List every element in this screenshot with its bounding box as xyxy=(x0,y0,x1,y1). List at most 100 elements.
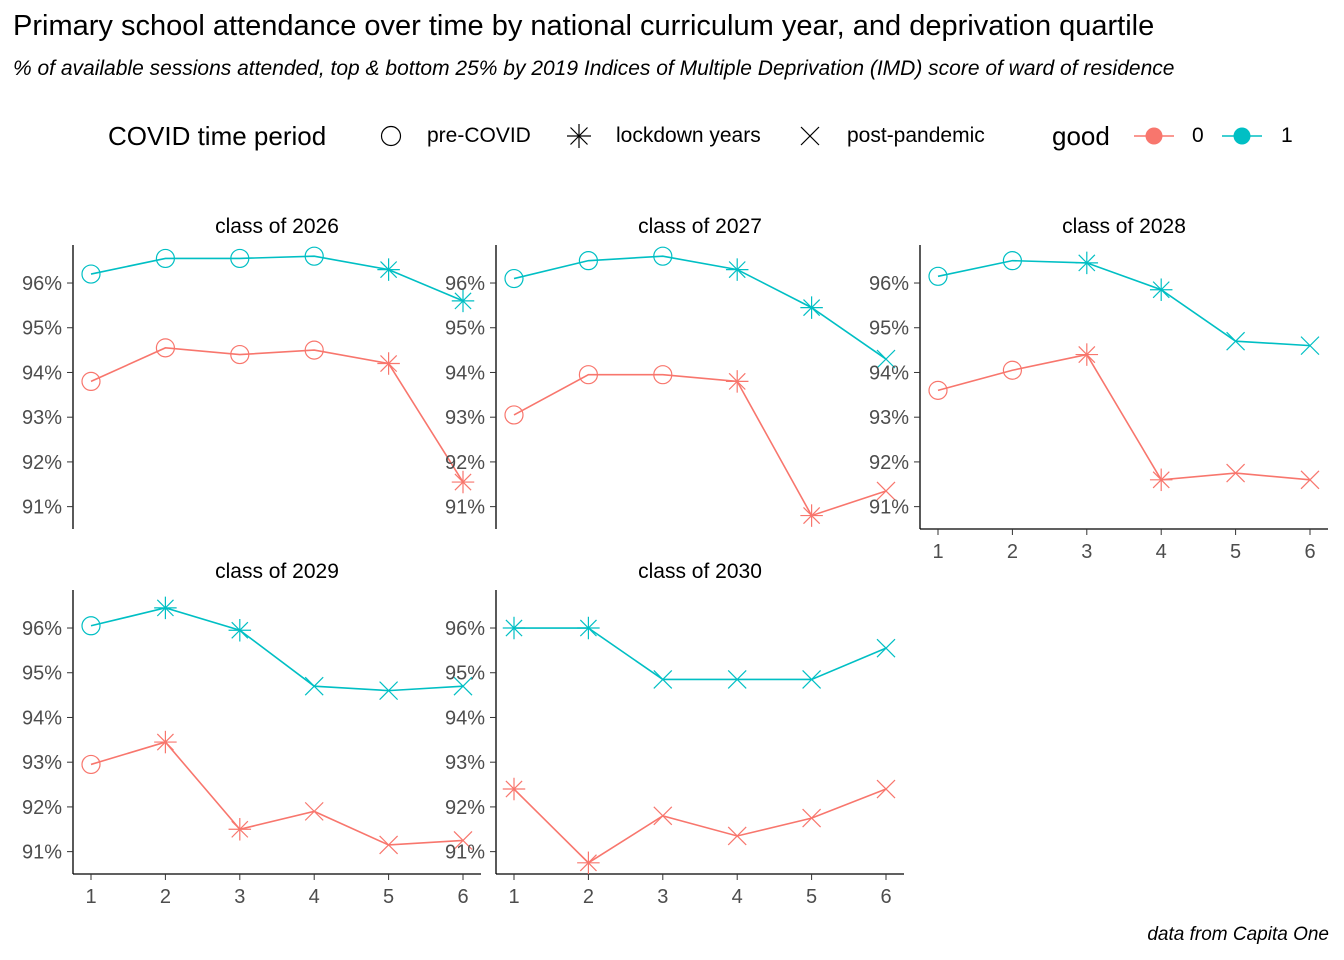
data-point xyxy=(653,246,673,266)
data-point xyxy=(502,616,526,640)
series-good-1 xyxy=(502,616,896,689)
data-point xyxy=(876,349,896,369)
y-tick-label: 92% xyxy=(869,452,909,474)
legend-key-post-pandemic xyxy=(800,126,820,146)
data-point xyxy=(1149,278,1173,301)
data-point xyxy=(653,365,673,385)
data-point xyxy=(1300,336,1320,356)
series-line xyxy=(513,255,887,360)
data-point xyxy=(451,470,475,494)
data-point xyxy=(800,296,823,319)
x-tick-label: 4 xyxy=(309,886,320,908)
data-point xyxy=(800,504,823,527)
chart-subtitle: % of available sessions attended, top & … xyxy=(13,57,1175,80)
y-tick-label: 96% xyxy=(869,273,909,295)
y-tick-label: 96% xyxy=(445,618,485,640)
series-line xyxy=(937,353,1311,481)
x-tick-label: 2 xyxy=(1007,541,1018,563)
data-point xyxy=(1300,470,1320,490)
data-point xyxy=(228,818,252,841)
data-point xyxy=(653,806,673,826)
y-tick-label: 94% xyxy=(445,362,485,384)
chart-caption: data from Capita One xyxy=(1147,924,1329,945)
series-good-0 xyxy=(504,365,896,527)
series-good-0 xyxy=(502,777,896,875)
y-tick-label: 93% xyxy=(445,407,485,429)
legend-color-title: good xyxy=(1052,121,1110,151)
data-point xyxy=(377,258,400,281)
legend-label-post-pandemic: post-pandemic xyxy=(847,124,985,147)
circle-shape-icon xyxy=(380,125,402,147)
data-point xyxy=(453,831,473,850)
series-line xyxy=(937,259,1311,347)
data-point xyxy=(155,248,175,269)
data-point xyxy=(876,638,896,658)
data-point xyxy=(379,681,399,701)
series-good-1 xyxy=(81,246,475,313)
data-point xyxy=(727,670,747,689)
y-tick-label: 95% xyxy=(22,318,62,340)
x-tick-label: 1 xyxy=(932,541,943,563)
data-point xyxy=(155,338,175,358)
x-tick-label: 6 xyxy=(880,886,891,908)
data-point xyxy=(81,754,101,775)
chart-title: Primary school attendance over time by n… xyxy=(13,10,1155,42)
legend-key-lockdown xyxy=(567,124,591,148)
legend-key-good-0 xyxy=(1134,127,1174,145)
data-point xyxy=(725,258,749,281)
y-tick-label: 95% xyxy=(22,663,62,685)
data-point xyxy=(304,676,324,696)
data-point xyxy=(653,670,673,689)
x-tick-label: 1 xyxy=(85,886,96,908)
facet-panel-3: class of 2028 91% 92% 93% 94% 95% 96% 1 2 3 4 5 6 xyxy=(869,215,1328,563)
series-line xyxy=(513,788,887,864)
series-line xyxy=(514,627,887,681)
data-point xyxy=(802,670,822,689)
x-tick-label: 1 xyxy=(508,886,519,908)
series-good-1 xyxy=(81,596,473,701)
data-point xyxy=(504,405,524,425)
legend-label-good-0: 0 xyxy=(1192,124,1204,147)
y-tick-label: 95% xyxy=(869,318,909,340)
series-line xyxy=(90,255,464,302)
data-point xyxy=(876,481,896,501)
data-point xyxy=(928,266,948,286)
series-good-1 xyxy=(928,251,1320,356)
y-tick-label: 92% xyxy=(445,452,485,474)
facet-panel-5: class of 2030 91% 92% 93% 94% 95% 96% 1 2 3 4 5 6 xyxy=(445,560,904,908)
data-point xyxy=(502,777,526,801)
facet-label: class of 2028 xyxy=(1062,215,1186,238)
data-point xyxy=(1002,360,1023,380)
series-line xyxy=(90,741,464,846)
asterisk-shape-icon xyxy=(567,124,591,148)
y-tick-label: 91% xyxy=(22,842,62,864)
data-point xyxy=(727,826,747,846)
x-tick-label: 2 xyxy=(583,886,594,908)
filled-circle-icon xyxy=(1233,127,1251,145)
y-tick-label: 94% xyxy=(22,707,62,729)
legend-label-good-1: 1 xyxy=(1281,124,1293,147)
data-point xyxy=(304,340,324,360)
y-tick-label: 96% xyxy=(22,273,62,295)
x-tick-label: 4 xyxy=(1156,541,1167,563)
data-point xyxy=(1075,343,1099,366)
y-tick-label: 96% xyxy=(22,618,62,640)
data-point xyxy=(1075,251,1099,275)
facet-panel-1: class of 2026 91% 92% 93% 94% 95% 96% xyxy=(22,215,475,529)
legend-shape-title: COVID time period xyxy=(108,121,327,151)
y-tick-label: 93% xyxy=(869,407,909,429)
y-tick-label: 92% xyxy=(445,797,485,819)
facet-label: class of 2026 xyxy=(215,215,339,238)
series-line xyxy=(513,373,887,517)
data-point xyxy=(1149,468,1173,492)
facet-label: class of 2027 xyxy=(638,215,762,238)
data-point xyxy=(81,371,101,392)
series-good-0 xyxy=(81,730,473,855)
facet-label: class of 2029 xyxy=(215,560,339,583)
data-point xyxy=(1002,251,1023,271)
data-point xyxy=(1226,463,1246,483)
y-tick-label: 95% xyxy=(445,663,485,685)
series-good-0 xyxy=(928,343,1320,492)
y-tick-label: 92% xyxy=(22,452,62,474)
